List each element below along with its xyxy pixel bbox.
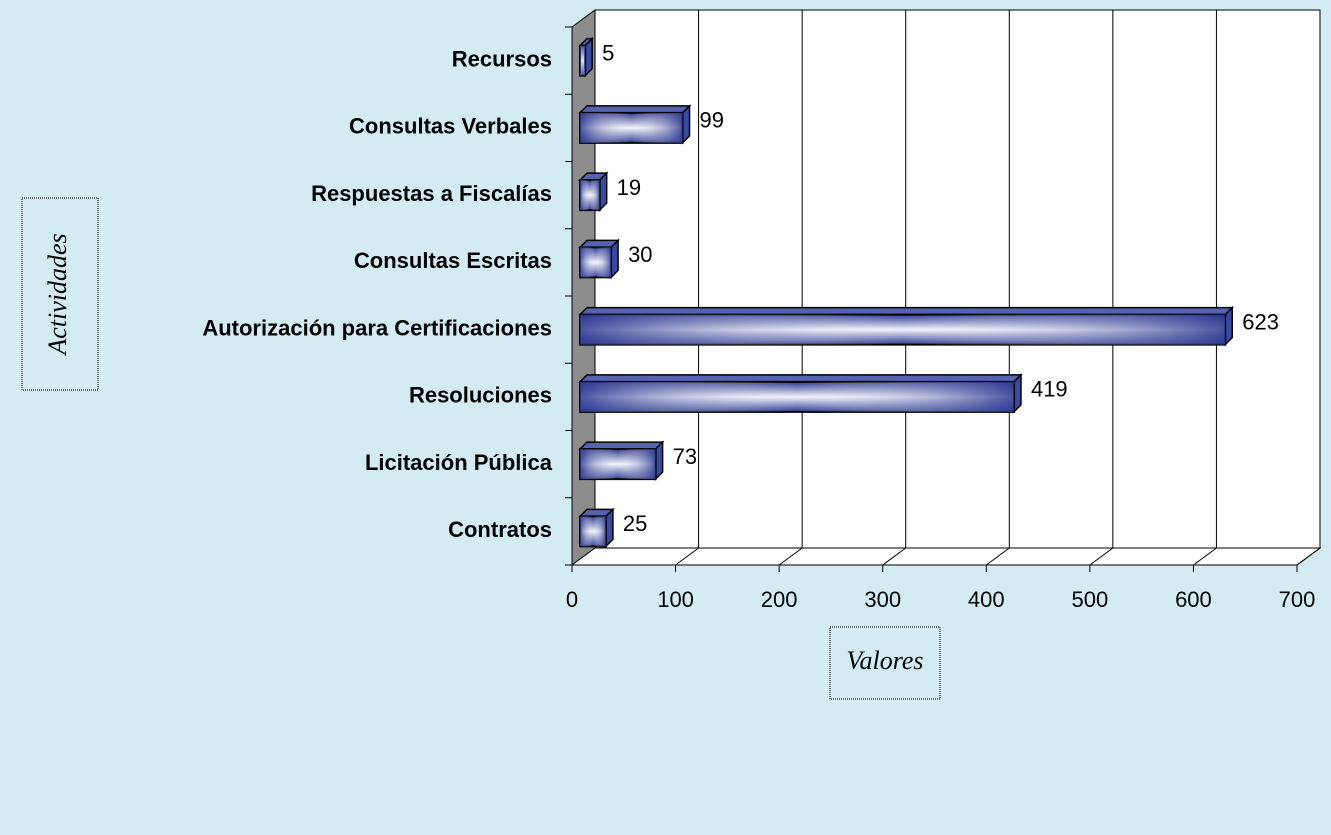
- value-label: 99: [700, 108, 724, 133]
- plot-side-wall: [571, 9, 596, 566]
- y-tick-label: Respuestas a Fiscalías: [311, 181, 552, 206]
- grid-line: [1193, 547, 1217, 566]
- bar-side: [610, 238, 619, 280]
- bar-side: [654, 440, 664, 481]
- bar-top: [578, 105, 692, 114]
- bar-top: [578, 374, 1023, 383]
- bar-shade: [580, 180, 600, 211]
- bar-shade: [580, 449, 656, 480]
- bar-shade: [580, 516, 606, 547]
- x-tick-label: 200: [761, 587, 798, 612]
- plot-back-wall: [594, 9, 1321, 549]
- y-tick-label: Contratos: [448, 517, 552, 542]
- x-tick-label: 0: [566, 587, 578, 612]
- bar-side: [1013, 373, 1022, 414]
- grid-line: [675, 547, 699, 566]
- x-axis-title-box: [829, 626, 941, 700]
- bar-top: [578, 306, 1235, 316]
- x-tick-label: 100: [657, 587, 694, 612]
- x-tick-label: 600: [1175, 587, 1212, 612]
- bar-side: [605, 507, 614, 549]
- grid-line: [985, 547, 1010, 566]
- bar-side: [1224, 305, 1233, 347]
- bar-side: [681, 104, 691, 145]
- value-label: 25: [623, 511, 647, 536]
- grid-line: [1089, 547, 1114, 566]
- value-label: 623: [1242, 309, 1279, 334]
- y-tick-label: Licitación Pública: [365, 450, 553, 475]
- value-label: 5: [602, 40, 614, 65]
- x-tick-label: 300: [864, 587, 901, 612]
- bar-shade: [580, 247, 612, 278]
- y-axis-title-box: [21, 197, 99, 391]
- y-tick-label: Consultas Escritas: [354, 248, 552, 273]
- y-axis-title: Actividades: [43, 233, 72, 356]
- grid-line: [778, 547, 803, 566]
- y-tick-label: Resoluciones: [409, 383, 552, 408]
- value-label: 19: [617, 175, 641, 200]
- bar-side: [584, 36, 593, 78]
- y-tick-label: Consultas Verbales: [349, 114, 552, 139]
- bar-top: [578, 441, 665, 450]
- bar-side: [598, 171, 608, 212]
- grid-line: [1296, 547, 1321, 566]
- x-tick-label: 500: [1071, 587, 1108, 612]
- grid-line: [882, 547, 907, 566]
- bar-shade: [580, 45, 586, 76]
- value-label: 30: [628, 242, 652, 267]
- x-axis-title: Valores: [846, 646, 923, 675]
- value-label: 73: [673, 444, 697, 469]
- bar-shade: [580, 314, 1226, 345]
- bar-shade: [580, 112, 683, 143]
- bar-shade: [580, 381, 1014, 412]
- plot-floor: [570, 547, 1322, 566]
- y-tick-label: Recursos: [452, 46, 552, 71]
- y-tick-label: Autorización para Certificaciones: [202, 315, 552, 340]
- x-tick-label: 400: [968, 587, 1005, 612]
- value-label: 419: [1031, 377, 1068, 402]
- x-tick-label: 700: [1279, 587, 1316, 612]
